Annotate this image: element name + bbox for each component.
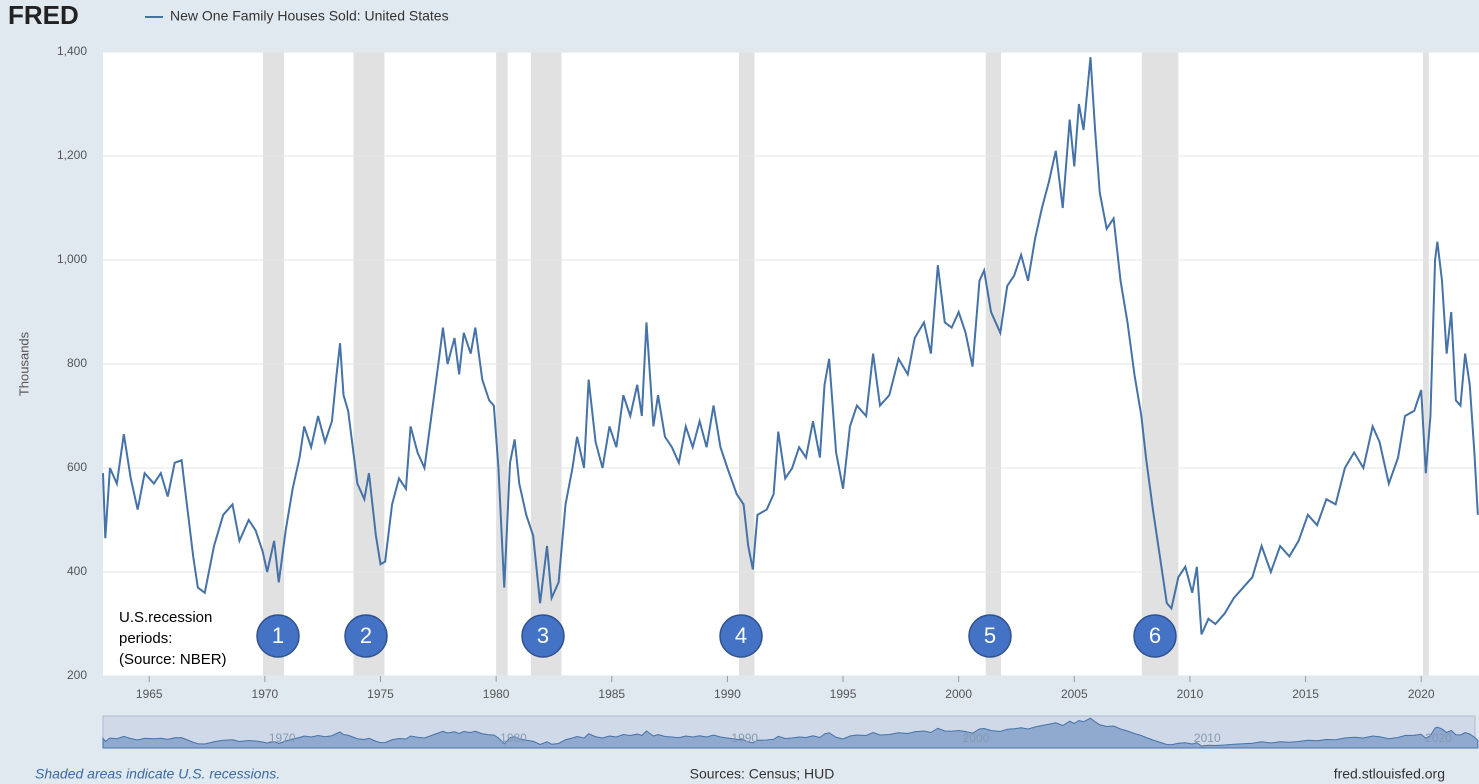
navigator-tick-label: 1970: [269, 731, 296, 745]
x-tick-label: 2000: [945, 687, 972, 701]
recession-marker: [521, 614, 565, 658]
recession-marker-label: 1: [272, 623, 284, 648]
x-tick-label: 1990: [714, 687, 741, 701]
y-tick-label: 1,200: [57, 148, 87, 162]
logo: FRED: [8, 0, 79, 30]
navigator-tick-label: 2020: [1425, 731, 1452, 745]
recession-marker-label: 2: [360, 623, 372, 648]
legend-label: New One Family Houses Sold: United State…: [170, 8, 449, 24]
x-tick-label: 1985: [598, 687, 625, 701]
recession-marker-label: 3: [537, 623, 549, 648]
y-tick-label: 400: [67, 564, 87, 578]
x-tick-label: 2020: [1408, 687, 1435, 701]
x-tick-label: 2010: [1177, 687, 1204, 701]
annotation-text: U.S.recession: [119, 609, 212, 626]
footer-center: Sources: Census; HUD: [690, 766, 835, 782]
y-tick-label: 600: [67, 460, 87, 474]
navigator-tick-label: 2000: [963, 731, 990, 745]
annotation-text: (Source: NBER): [119, 651, 227, 668]
footer-right: fred.stlouisfed.org: [1334, 766, 1445, 782]
annotation-text: periods:: [119, 630, 172, 647]
recession-marker-label: 6: [1149, 623, 1161, 648]
recession-marker: [1133, 614, 1177, 658]
recession-marker: [719, 614, 763, 658]
recession-marker: [256, 614, 300, 658]
x-tick-label: 1980: [483, 687, 510, 701]
y-tick-label: 800: [67, 356, 87, 370]
y-tick-label: 200: [67, 668, 87, 682]
footer-left: Shaded areas indicate U.S. recessions.: [35, 766, 280, 782]
y-tick-label: 1,000: [57, 252, 87, 266]
recession-marker: [968, 614, 1012, 658]
recession-marker-label: 5: [984, 623, 996, 648]
x-tick-label: 1975: [367, 687, 394, 701]
navigator-tick-label: 2010: [1194, 731, 1221, 745]
x-tick-label: 1970: [252, 687, 279, 701]
navigator-area: [102, 717, 1479, 749]
x-tick-label: 2015: [1292, 687, 1319, 701]
recession-marker: [344, 614, 388, 658]
x-tick-label: 1995: [830, 687, 857, 701]
series-line: [102, 57, 1479, 635]
x-tick-label: 2005: [1061, 687, 1088, 701]
y-tick-label: 1,400: [57, 44, 87, 58]
x-tick-label: 1965: [136, 687, 163, 701]
y-axis-label: Thousands: [16, 331, 31, 396]
navigator-tick-label: 1980: [500, 731, 527, 745]
navigator-tick-label: 1990: [731, 731, 758, 745]
recession-marker-label: 4: [735, 623, 747, 648]
